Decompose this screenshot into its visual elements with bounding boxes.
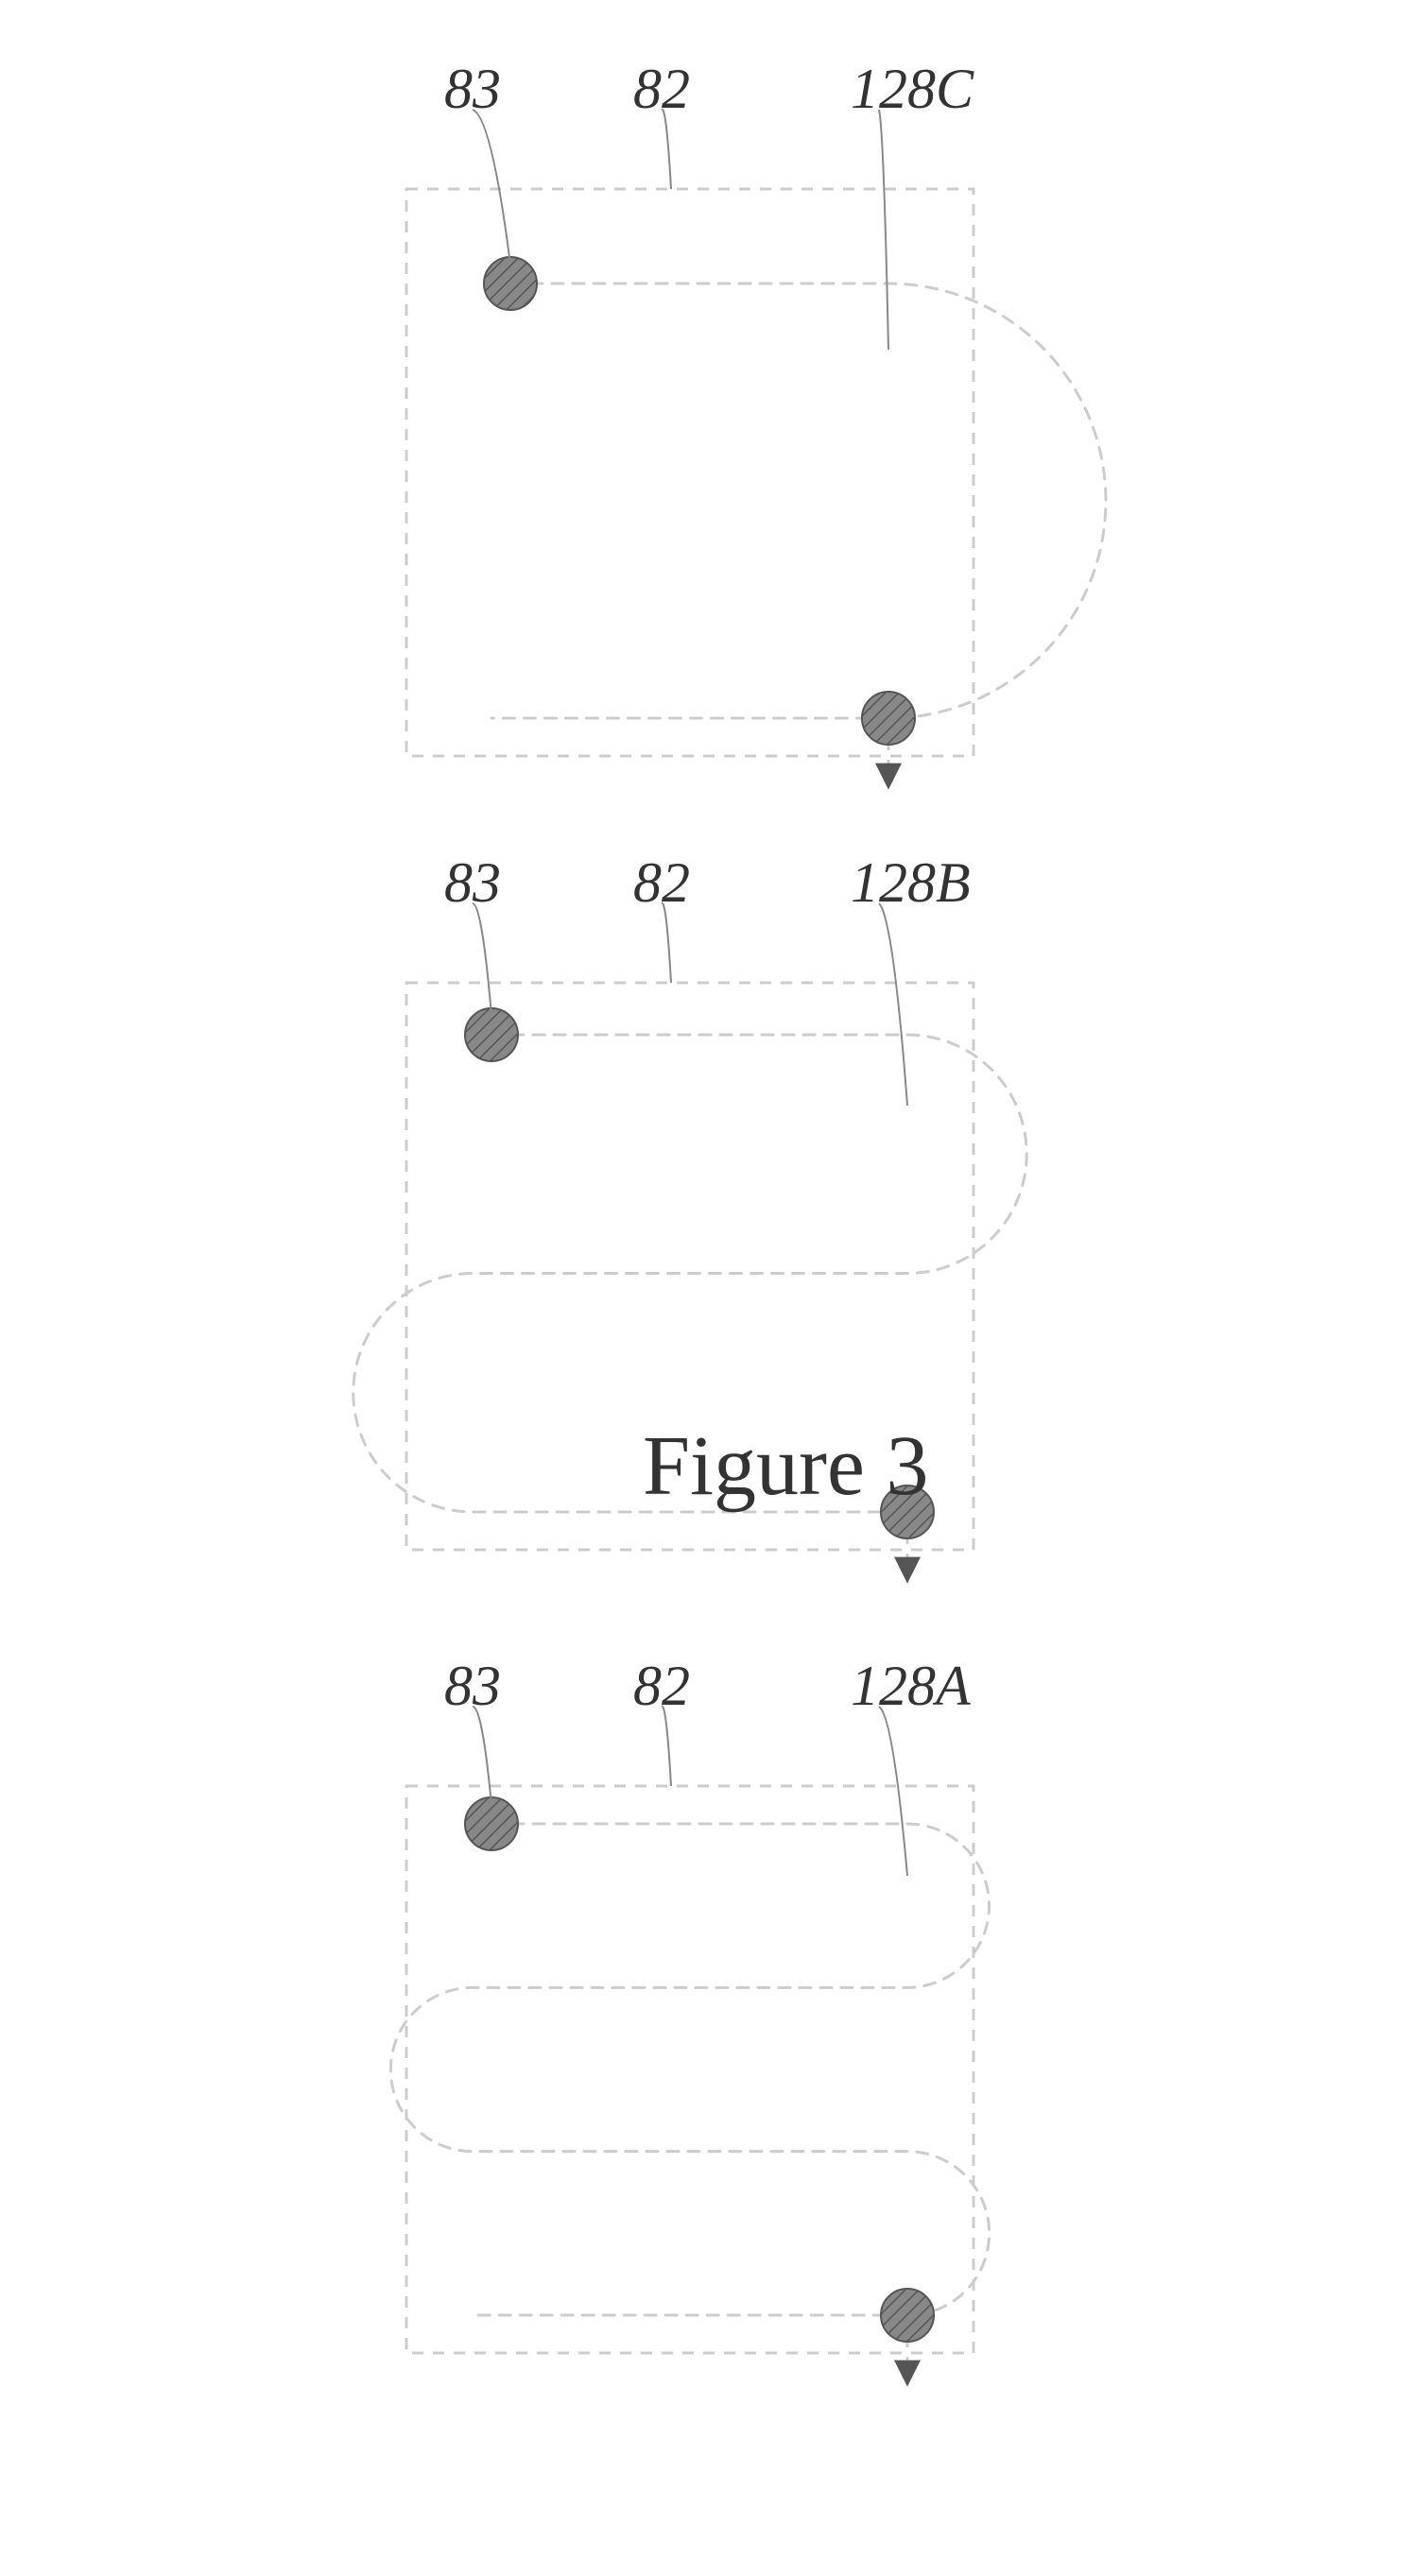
start-dot — [465, 1008, 518, 1061]
start-dot — [465, 1797, 518, 1850]
panel-C — [406, 110, 1106, 784]
figure-svg — [0, 0, 1413, 2576]
figure-caption: Figure 3 — [643, 1417, 928, 1515]
ref-label: 82 — [633, 1654, 690, 1719]
leader-line — [879, 903, 907, 1106]
serpentine-path — [491, 283, 1106, 718]
ref-label: 83 — [444, 1654, 501, 1719]
panel-box — [406, 1786, 974, 2353]
leader-line — [473, 1707, 491, 1805]
leader-line — [879, 1707, 907, 1876]
ref-label: 128B — [851, 850, 971, 916]
panel-A — [390, 1707, 989, 2381]
ref-label: 82 — [633, 850, 690, 916]
ref-label: 128C — [851, 57, 974, 122]
ref-label: 83 — [444, 850, 501, 916]
leader-line — [879, 110, 888, 350]
serpentine-path — [390, 1824, 989, 2315]
ref-label: 82 — [633, 57, 690, 122]
end-dot — [881, 2289, 934, 2342]
start-dot — [484, 257, 537, 310]
end-dot — [862, 692, 915, 745]
leader-line — [473, 110, 510, 265]
ref-label: 83 — [444, 57, 501, 122]
ref-label: 128A — [851, 1654, 971, 1719]
figure-page: Figure 3 83 82 128A 83 82 128B 83 82 128C — [0, 0, 1413, 2576]
leader-line — [473, 903, 491, 1016]
